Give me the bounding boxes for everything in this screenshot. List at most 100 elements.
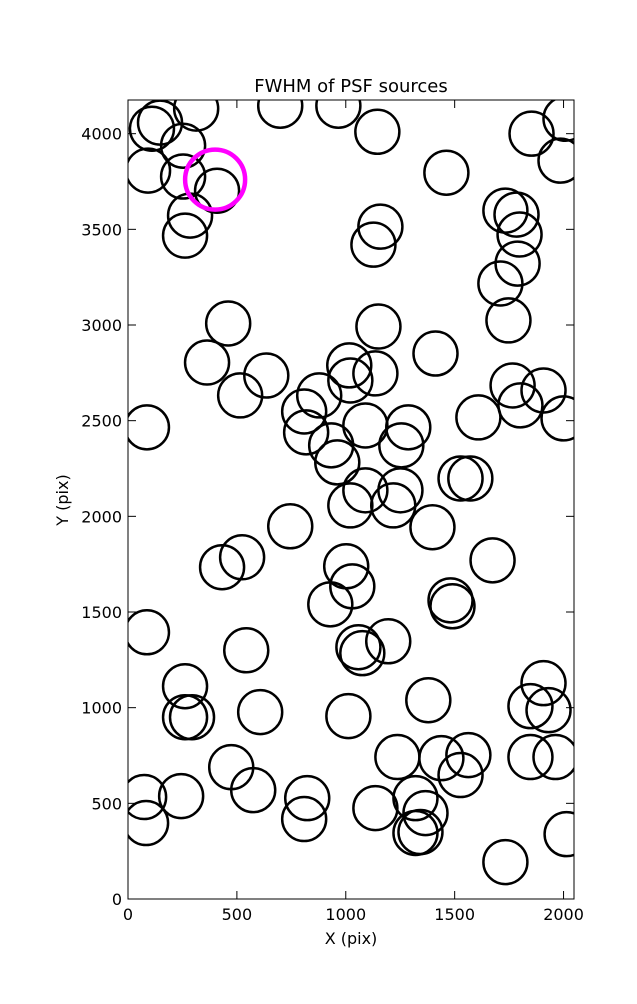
psf-source (542, 100, 574, 142)
psf-source (128, 773, 168, 821)
psf-source (223, 627, 270, 674)
psf-source (128, 147, 172, 194)
psf-source (339, 629, 386, 677)
psf-source (494, 240, 541, 287)
psf-source (496, 211, 543, 258)
psf-source (352, 350, 399, 397)
psf-source (295, 372, 343, 419)
psf-source (469, 537, 516, 584)
psf-source (159, 122, 207, 169)
psf-source (193, 167, 241, 214)
psf-source (335, 623, 382, 671)
y-tick-label: 500 (91, 794, 122, 813)
psf-source (342, 467, 389, 514)
psf-source (216, 372, 264, 419)
psf-source (525, 686, 572, 734)
psf-source (423, 149, 470, 196)
psf-source (325, 692, 372, 740)
psf-source (352, 784, 399, 832)
psf-source (418, 734, 465, 782)
psf-source (409, 503, 456, 551)
psf-source (485, 297, 532, 344)
psf-source (282, 409, 330, 456)
psf-source (392, 809, 439, 857)
psf-source (159, 153, 207, 200)
psf-source (280, 388, 328, 435)
psf-source (256, 100, 304, 129)
psf-source (355, 303, 402, 350)
psf-source (508, 110, 555, 157)
psf-source (315, 100, 362, 129)
x-tick-label: 1000 (325, 905, 366, 924)
y-tick-label: 3000 (81, 316, 122, 335)
psf-source (543, 810, 574, 858)
psf-source (364, 618, 412, 665)
plot-frame (127, 99, 575, 900)
psf-source (445, 731, 492, 779)
highlight-source (182, 147, 248, 212)
psf-source (172, 100, 220, 132)
psf-source (157, 772, 205, 820)
y-tick-label: 3500 (81, 220, 122, 239)
psf-source (307, 422, 355, 469)
y-tick-label: 4000 (81, 125, 122, 144)
y-tick-label: 2500 (81, 412, 122, 431)
psf-source (429, 583, 476, 630)
psf-source (307, 581, 354, 628)
psf-source (392, 774, 439, 822)
psf-source (540, 395, 574, 442)
psf-source (243, 352, 290, 399)
psf-source (385, 404, 432, 451)
psf-source (405, 676, 452, 724)
x-tick-label: 500 (222, 905, 253, 924)
psf-source (507, 733, 554, 781)
y-tick-label: 1000 (81, 699, 122, 718)
x-tick-label: 2000 (543, 905, 584, 924)
psf-source (198, 543, 246, 591)
psf-source (354, 108, 401, 156)
chart-title: FWHM of PSF sources (254, 76, 448, 97)
psf-source (218, 534, 266, 581)
x-tick-label: 0 (123, 905, 133, 924)
psf-source (229, 766, 277, 814)
psf-source (183, 339, 231, 386)
psf-source (128, 799, 170, 847)
psf-source (357, 203, 404, 250)
y-tick-label: 1500 (81, 603, 122, 622)
psf-source (377, 467, 424, 514)
psf-source (161, 662, 209, 710)
psf-source (168, 693, 216, 741)
psf-source (314, 439, 361, 486)
psf-source (493, 191, 540, 238)
psf-source (497, 382, 544, 429)
psf-source (455, 394, 502, 441)
psf-source (128, 404, 171, 451)
psf-source (489, 362, 536, 409)
psf-source (437, 455, 484, 502)
psf-source (477, 260, 524, 307)
psf-source (128, 609, 171, 656)
psf-source (437, 751, 484, 799)
psf-source (236, 688, 284, 736)
psf-source (128, 105, 176, 152)
y-tick-label: 2000 (81, 507, 122, 526)
psf-source (204, 300, 252, 347)
psf-source (507, 682, 554, 730)
psf-source (326, 342, 373, 389)
psf-source (447, 455, 494, 502)
psf-source (327, 357, 374, 404)
psf-source (283, 774, 331, 822)
y-axis-label: Y (pix) (53, 474, 72, 526)
plot-area (128, 100, 574, 886)
x-axis-label: X (pix) (325, 929, 378, 948)
psf-source (266, 503, 314, 550)
psf-source (161, 212, 209, 259)
x-tick-label: 1500 (434, 905, 475, 924)
psf-source (532, 733, 574, 781)
psf-source (520, 659, 567, 707)
psf-source (280, 795, 328, 843)
psf-source (412, 330, 459, 377)
psf-source (482, 838, 529, 886)
